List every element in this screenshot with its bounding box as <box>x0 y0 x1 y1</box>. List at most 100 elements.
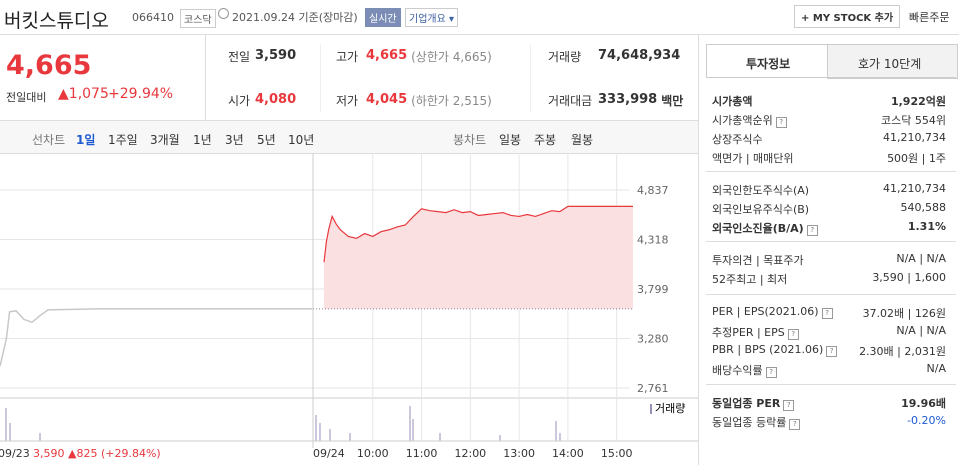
summary-value: 4,080 <box>255 92 297 107</box>
info-value: N/A | N/A <box>896 324 946 337</box>
help-icon[interactable]: ? <box>787 329 799 340</box>
info-label: 동일업종 PER? <box>712 395 795 411</box>
change: ▲1,075 <box>58 86 109 102</box>
info-label: 동일업종 등락률? <box>712 414 801 430</box>
info-label-text: 외국인한도주식수(A) <box>712 184 810 197</box>
clock-icon <box>218 8 229 19</box>
base-date: 2021.09.24 기준(장마감) <box>232 11 358 24</box>
tab[interactable]: 1주일 <box>108 133 138 147</box>
info-label-text: 액면가 | 매매단위 <box>712 152 794 165</box>
info-label: 외국인한도주식수(A) <box>712 182 809 198</box>
market-badge: 코스닥 <box>180 9 216 28</box>
help-icon[interactable]: ? <box>783 400 795 411</box>
info-value: 500원 | 1주 <box>887 152 946 165</box>
summary-label: 고가 <box>336 50 359 64</box>
info-label: PER | EPS(2021.06)? <box>712 305 833 319</box>
prev-close: 3,590 ▲825 (+29.84%) <box>33 447 161 460</box>
info-value: -0.20% <box>907 414 946 427</box>
help-icon[interactable]: ? <box>789 419 801 430</box>
info-label-text: PER | EPS(2021.06) <box>712 305 819 318</box>
legend-swatch <box>650 404 652 414</box>
info-value: N/A | N/A <box>896 252 946 265</box>
info-row: 외국인한도주식수(A) 41,210,734 <box>712 180 946 199</box>
info-label-text: 동일업종 등락률 <box>712 416 787 429</box>
divider <box>530 44 531 112</box>
info-label: 시가총액순위? <box>712 112 787 128</box>
divider <box>0 34 959 35</box>
stock-code: 066410 <box>132 11 174 24</box>
tab[interactable]: 1년 <box>193 133 212 147</box>
summary-label: 시가 <box>228 94 251 108</box>
tab[interactable]: 주봉 <box>534 133 557 147</box>
info-value: 1,922억원 <box>890 95 946 108</box>
info-value: 2.30배 | 2,031원 <box>859 345 946 358</box>
info-label-text: 시가총액순위 <box>712 114 773 127</box>
info-value: 37.02배 | 126원 <box>862 307 946 320</box>
info-row: PBR | BPS (2021.06)? 2.30배 | 2,031원 <box>712 341 946 360</box>
tab[interactable]: 3년 <box>225 133 244 147</box>
y-tick-label: 3,799 <box>637 283 669 296</box>
info-label: 외국인소진율(B/A)? <box>712 220 818 236</box>
divider <box>706 77 956 78</box>
info-label: 추정PER | EPS? <box>712 324 799 340</box>
realtime-button[interactable]: 실시간 <box>365 8 401 27</box>
prev-close-part: 825 <box>76 447 97 460</box>
info-value: 41,210,734 <box>883 182 946 195</box>
price-area <box>324 206 633 309</box>
x-tick-label: 15:00 <box>601 447 633 460</box>
stock-name: 버킷스튜디오 <box>4 10 109 32</box>
divider <box>706 171 956 172</box>
info-value: 540,588 <box>900 201 947 214</box>
current-price: 4,665 <box>6 50 92 81</box>
help-icon[interactable]: ? <box>765 367 777 378</box>
side-tab[interactable] <box>706 44 828 78</box>
help-icon[interactable]: ? <box>775 117 787 128</box>
overview-button[interactable]: 기업개요 ▾ <box>405 8 459 27</box>
info-row: 추정PER | EPS? N/A | N/A <box>712 322 946 341</box>
info-label-text: 배당수익률 <box>712 364 763 377</box>
tab[interactable]: 5년 <box>257 133 276 147</box>
y-tick-label: 4,837 <box>637 184 669 197</box>
info-row: 외국인소진율(B/A)? 1.31% <box>712 218 946 237</box>
info-label: 상장주식수 <box>712 131 763 147</box>
side-tab-label: 투자정보 <box>746 57 791 71</box>
overview-label: 기업개요 <box>409 14 446 25</box>
x-tick-label: 10:00 <box>357 447 389 460</box>
day-label: 09/23 <box>0 447 30 460</box>
summary-label: 거래대금 <box>548 94 593 108</box>
info-label-text: PBR | BPS (2021.06) <box>712 343 824 356</box>
info-value: 41,210,734 <box>883 131 946 144</box>
info-label-text: 외국인보유주식수(B) <box>712 203 810 216</box>
info-label: 배당수익률? <box>712 362 777 378</box>
help-icon[interactable]: ? <box>806 225 818 236</box>
y-tick-label: 4,318 <box>637 233 669 246</box>
info-label: 액면가 | 매매단위 <box>712 150 794 166</box>
summary-label: 저가 <box>336 94 359 108</box>
prev-close-part: (+29.84%) <box>101 447 161 460</box>
tab[interactable]: 월봉 <box>571 133 594 147</box>
help-icon[interactable]: ? <box>826 346 838 357</box>
y-tick-label: 3,280 <box>637 332 669 345</box>
tab[interactable]: 일봉 <box>499 133 522 147</box>
divider <box>698 35 699 465</box>
tab[interactable]: 1일 <box>76 133 96 147</box>
mystock-label: MY STOCK 추가 <box>812 13 894 24</box>
info-label: 시가총액 <box>712 93 752 109</box>
info-row: 동일업종 PER? 19.96배 <box>712 393 946 412</box>
info-label: 투자의견 | 목표주가 <box>712 252 804 268</box>
info-label: 52주최고 | 최저 <box>712 271 787 287</box>
info-value: 코스닥 554위 <box>881 114 946 127</box>
x-tick-label: 11:00 <box>406 447 438 460</box>
help-icon[interactable]: ? <box>821 308 833 319</box>
divider <box>320 44 321 112</box>
tab[interactable]: 3개월 <box>150 133 180 147</box>
quick-order[interactable]: 빠른주문 <box>909 11 950 24</box>
summary-unit: 백만 <box>661 94 684 108</box>
info-row: 동일업종 등락률? -0.20% <box>712 412 946 431</box>
change-rate: +29.94% <box>108 86 174 102</box>
tab[interactable]: 10년 <box>288 133 315 147</box>
mystock-button[interactable]: + MY STOCK 추가 <box>794 5 901 28</box>
divider <box>205 35 206 120</box>
tab-bar <box>0 120 698 154</box>
side-tab[interactable] <box>827 44 958 79</box>
